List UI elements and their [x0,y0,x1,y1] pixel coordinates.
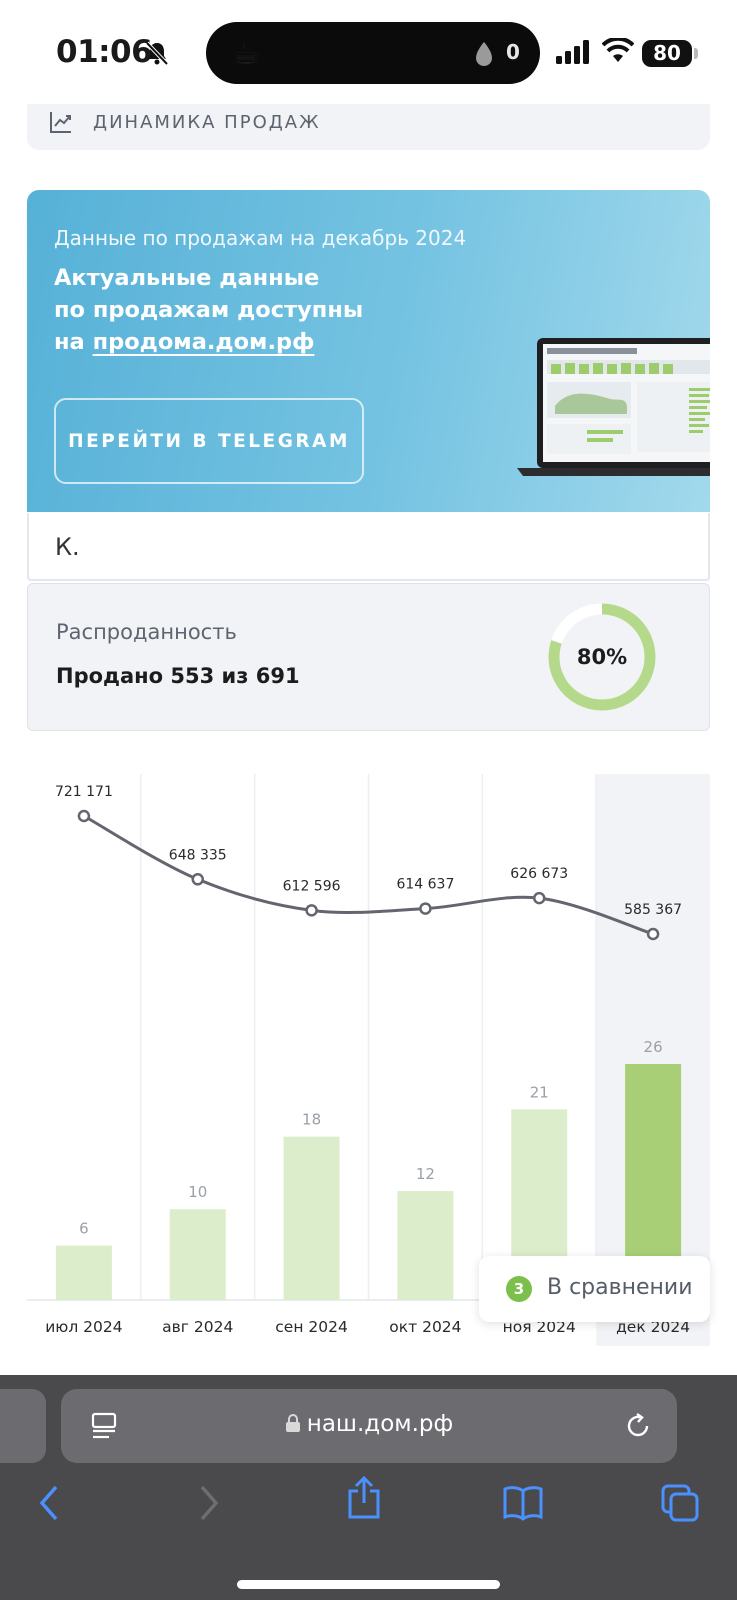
chart-bar-label: 6 [79,1220,89,1238]
chart-line-point [646,927,660,941]
chart-bar [397,1191,454,1300]
chart-bar-label: 12 [416,1165,435,1183]
project-name: К. [55,533,80,561]
chart-line-label: 721 171 [55,784,113,800]
url-value: наш.дом.рф [306,1411,454,1437]
sell-out-card: Распроданность Продано 553 из 691 80% [27,583,710,731]
flame-icon [476,42,492,66]
chart-x-tick-label: июл 2024 [45,1318,122,1336]
banner-title-line: на продома.дом.рф [54,326,394,358]
browser-chrome: наш.дом.рф [0,1375,737,1600]
tabs-icon[interactable] [660,1483,700,1523]
sold-count: Продано 553 из 691 [56,664,300,688]
chart-bar [55,1245,112,1300]
compare-label: В сравнении [547,1275,693,1300]
share-icon[interactable] [346,1475,382,1521]
chart-line-point [191,873,204,886]
bookmarks-icon[interactable] [502,1483,544,1523]
chart-x-tick-label: авг 2024 [162,1318,233,1336]
chart-x-tick-label: ноя 2024 [503,1318,576,1336]
compare-count-badge: 3 [506,1276,532,1302]
chart-line-label: 626 673 [510,866,568,882]
address-bar[interactable]: наш.дом.рф [61,1389,677,1463]
section-title: ДИНАМИКА ПРОДАЖ [93,112,321,133]
chart-x-tick-label: сен 2024 [275,1318,348,1336]
chart-bar [283,1136,340,1300]
banner-title-prefix: на [54,329,93,355]
sales-chart-svg: 6 июл 2024 10 авг 2024 18 сен 2024 12 окт 2024 2… [27,774,710,1346]
clock: 01:06 [56,34,153,70]
coffee-icon: ☕ [232,34,261,72]
forward-icon[interactable] [194,1483,224,1523]
promo-banner: Данные по продажам на декабрь 2024 Актуа… [27,190,710,512]
banner-title: Актуальные данные по продажам доступны н… [54,262,394,358]
laptop-dashboard-image [517,338,710,476]
sales-dynamics-header[interactable]: ДИНАМИКА ПРОДАЖ [27,104,710,150]
banner-title-line: по продажам доступны [54,297,364,323]
url-text[interactable]: наш.дом.рф [61,1411,677,1437]
compare-button[interactable]: 3 В сравнении [479,1256,710,1322]
chart-line-label: 612 596 [283,878,341,894]
telegram-button[interactable]: ПЕРЕЙТИ В TELEGRAM [54,398,364,484]
sell-out-title: Распроданность [56,620,237,644]
chart-line-label: 648 335 [169,847,227,863]
chart-bar-label: 10 [188,1183,207,1201]
chart-x-tick-label: дек 2024 [616,1318,690,1336]
chart-line-label: 585 367 [624,902,682,918]
bell-muted-icon [145,41,169,66]
wifi-icon [602,38,634,62]
chart-price-line [83,814,654,936]
banner-title-line: Актуальные данные [54,265,320,291]
status-bar: 01:06 ☕ 0 80 [0,0,737,104]
reader-mode-icon[interactable] [89,1411,119,1441]
chart-bar [169,1209,226,1300]
banner-subtitle: Данные по продажам на декабрь 2024 [54,226,467,250]
chart-line-point [305,904,318,917]
project-name-card[interactable]: К. [27,513,710,581]
chart-bar-label: 26 [644,1038,663,1056]
back-icon[interactable] [34,1483,64,1523]
chart-line-point [77,809,91,823]
lock-icon [285,1414,300,1432]
chart-line-point [419,902,432,915]
chart-bar-label: 18 [302,1111,321,1129]
sales-chart: 6 июл 2024 10 авг 2024 18 сен 2024 12 окт 2024 2… [27,774,710,1346]
island-count: 0 [506,40,520,64]
line-chart-icon [50,112,71,133]
sell-out-percent: 80% [576,645,628,669]
sell-out-ring [548,603,656,711]
home-indicator [237,1580,500,1589]
previous-tab-preview[interactable] [0,1389,46,1463]
chart-line-point [533,891,546,905]
reload-icon[interactable] [623,1411,653,1441]
battery-tip [694,48,698,59]
cellular-signal-icon [556,40,589,64]
prodoma-link[interactable]: продома.дом.рф [92,329,315,355]
chart-bar-label: 21 [530,1083,549,1101]
battery-indicator: 80 [642,40,692,67]
dynamic-island: ☕ 0 [206,22,540,84]
chart-line-label: 614 637 [396,877,454,893]
chart-x-tick-label: окт 2024 [389,1318,461,1336]
